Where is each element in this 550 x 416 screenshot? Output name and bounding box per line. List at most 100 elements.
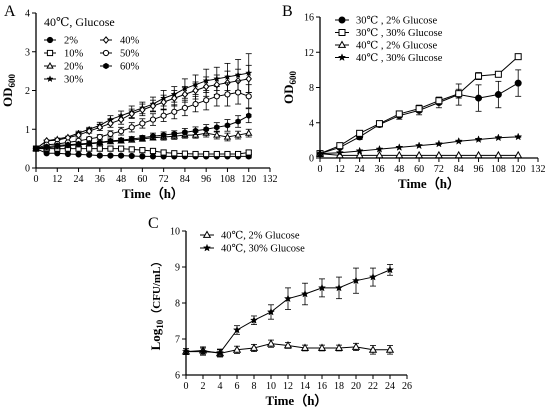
data-point [198, 347, 208, 356]
series-2 [316, 53, 522, 158]
x-tick-label: 72 [159, 174, 169, 185]
x-tick-label: 26 [402, 381, 412, 392]
series-1 [181, 339, 395, 358]
x-axis-title: Time（h） [398, 176, 460, 191]
legend-label: 20% [64, 62, 84, 73]
data-point [203, 126, 209, 133]
legend-label: 30℃ , 30% Glucose [356, 28, 443, 39]
data-point [192, 127, 199, 134]
y-axis-title-subscript: 10 [155, 319, 165, 329]
legend-label: 40℃, 30% Glucose [221, 244, 305, 255]
y-tick-label: 9 [175, 263, 180, 274]
x-tick-label: 132 [531, 164, 546, 175]
x-tick-label: 12 [52, 174, 62, 185]
data-point [160, 131, 167, 139]
x-axis-title: Time（h） [122, 186, 184, 201]
data-point [86, 140, 92, 147]
data-point [266, 307, 276, 316]
data-point [232, 345, 242, 353]
data-point [514, 79, 522, 87]
series-4 [315, 132, 523, 158]
data-point [43, 143, 50, 150]
data-point [171, 108, 178, 115]
x-tick-label: 60 [414, 164, 424, 175]
data-point [315, 149, 325, 158]
x-tick-label: 14 [300, 381, 310, 392]
data-point [139, 153, 146, 160]
y-tick-label: 0 [25, 164, 30, 175]
data-point [494, 133, 503, 142]
data-point [202, 82, 210, 91]
legend-label: 10% [64, 49, 84, 60]
y-tick-label: 8 [309, 83, 314, 94]
x-tick-label: 60 [137, 174, 147, 185]
legend-marker [102, 49, 110, 57]
data-point [139, 134, 146, 141]
x-tick-label: 12 [283, 381, 293, 392]
data-point [128, 152, 135, 160]
y-tick-label: 12 [304, 48, 314, 59]
data-point [33, 145, 39, 152]
data-point [235, 118, 241, 125]
legend-label: 60% [120, 62, 140, 73]
data-point [96, 133, 103, 141]
data-point [245, 149, 252, 156]
data-point [149, 153, 157, 160]
data-point [514, 53, 522, 61]
y-tick-label: 16 [304, 13, 314, 24]
legend-marker [338, 29, 346, 36]
x-tick-label: 108 [491, 164, 506, 175]
data-point [182, 129, 188, 136]
data-point [107, 130, 114, 137]
legend-marker [46, 75, 54, 83]
legend-marker [337, 53, 347, 61]
panel-c-chart: 0 2 4 6 8 10 12 14 16 18 20 22 24 26678910Time（h）Log1… [148, 227, 412, 409]
data-point [149, 116, 157, 123]
x-tick-label: 24 [385, 381, 395, 392]
x-tick-label: 0 [184, 381, 189, 392]
y-tick-label: 6 [175, 371, 180, 382]
data-point [128, 146, 135, 153]
data-point [474, 135, 483, 143]
y-tick-label: 3 [25, 47, 30, 58]
legend-marker [103, 62, 109, 70]
x-tick-label: 2 [201, 381, 206, 392]
data-point [203, 97, 210, 104]
data-point [300, 289, 310, 298]
y-tick-label: 7 [175, 335, 180, 346]
data-point [224, 122, 231, 129]
x-tick-label: 36 [95, 174, 105, 185]
data-point [317, 283, 327, 292]
data-point [128, 124, 135, 131]
x-tick-label: 84 [454, 164, 464, 175]
y-tick-label: 1 [25, 125, 30, 136]
data-point [454, 150, 463, 159]
data-point [171, 94, 178, 103]
data-point [75, 151, 82, 158]
data-point [435, 97, 443, 105]
data-point [335, 148, 344, 157]
data-point [475, 94, 483, 102]
series-line [186, 269, 391, 354]
y-tick-label: 8 [175, 299, 180, 310]
data-point [107, 145, 114, 152]
y-tick-label: 2 [25, 86, 30, 97]
data-point [181, 90, 189, 99]
x-tick-label: 20 [351, 381, 361, 392]
data-point [368, 345, 378, 353]
data-point [245, 93, 252, 100]
data-point [160, 98, 167, 107]
data-point [368, 272, 378, 281]
legend-label: 40℃, 2% Glucose [221, 231, 300, 242]
data-point [336, 142, 344, 150]
data-point [283, 341, 293, 349]
data-point [107, 152, 114, 159]
data-point [266, 339, 276, 347]
data-point [234, 150, 242, 158]
legend-marker [202, 230, 212, 238]
data-point [96, 145, 103, 152]
data-point [107, 119, 114, 128]
panel-letter-a: A [4, 3, 16, 20]
data-point [494, 91, 502, 99]
data-point [245, 74, 252, 83]
